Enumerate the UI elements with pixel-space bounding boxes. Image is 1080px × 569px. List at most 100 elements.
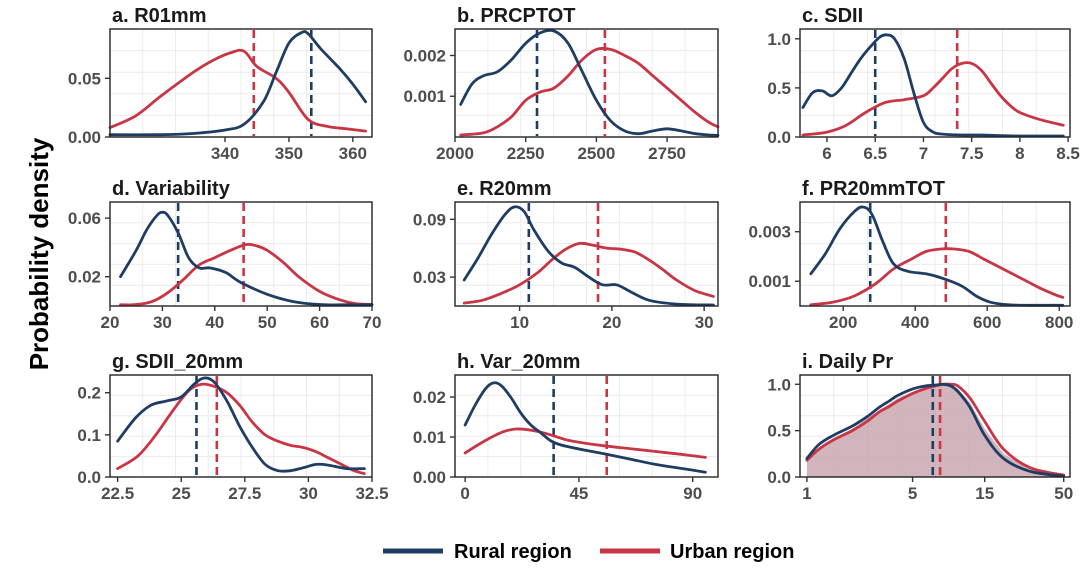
panel-frame [799, 374, 1071, 478]
x-tick-label: 0 [460, 484, 469, 503]
y-tick-label: 0.002 [403, 46, 446, 65]
x-tick-label: 5 [908, 484, 917, 503]
x-tick-label: 30 [299, 484, 318, 503]
panel-8: h. Var_20mm 0 45 90 0.00 0.01 0.02 [413, 351, 719, 503]
panel-title: b. PRCPTOT [457, 5, 576, 27]
panel-title: f. PR20mmTOT [802, 178, 945, 200]
rural-density-curve [459, 28, 720, 137]
panel-frame [454, 28, 719, 138]
panel-9: i. Daily Pr1 5 15 500.00.51.0 [767, 351, 1073, 503]
y-tick-label: 0.09 [413, 210, 446, 229]
urban-density-curve [801, 61, 1065, 137]
panel-frame [109, 28, 373, 138]
x-tick-label: 27.5 [228, 484, 261, 503]
y-tick-label: 0.5 [767, 422, 791, 441]
urban-density-curve [462, 241, 715, 305]
y-tick-label: 1.0 [767, 30, 791, 49]
y-tick-label: 0.01 [413, 428, 446, 447]
x-tick-label: 600 [973, 313, 1001, 332]
y-tick-label: 0.1 [77, 426, 101, 445]
urban-density-curve [459, 46, 720, 137]
rural-density-curve [801, 33, 1065, 138]
panel-7: g. SDII_20mm 22.5 25 27.5 30 32.5 0.0 0.1 0.2 [77, 351, 388, 503]
x-tick-label: 400 [901, 313, 929, 332]
panel-6: f. PR20mmTOT 200 400 600 800 0.001 0.003 [748, 178, 1073, 332]
x-tick-label: 70 [363, 313, 382, 332]
x-tick-label: 50 [258, 313, 277, 332]
legend-urban-label: Urban region [670, 541, 794, 563]
y-tick-label: 1.0 [767, 375, 791, 394]
y-tick-label: 0.5 [767, 79, 791, 98]
panel-3: c. SDII 6 6.5 7 7.5 8 8.5 0.0 0.5 1.0 [767, 5, 1080, 163]
panel-frame [109, 374, 373, 478]
x-tick-label: 20 [101, 313, 120, 332]
urban-density-curve [809, 247, 1065, 307]
x-tick-label: 15 [975, 484, 994, 503]
urban-density-curve [108, 48, 367, 133]
rural-density-curve [463, 381, 707, 474]
panel-1: a. R01mm 340 350 360 0.00 0.05 [68, 5, 373, 163]
x-tick-label: 2250 [507, 144, 545, 163]
x-tick-label: 8 [1015, 144, 1024, 163]
y-tick-label: 0.02 [413, 388, 446, 407]
x-tick-label: 45 [569, 484, 588, 503]
urban-density-curve [116, 382, 366, 475]
x-tick-label: 340 [211, 144, 239, 163]
x-tick-label: 6 [822, 144, 831, 163]
panel-frame [109, 201, 373, 307]
y-tick-label: 0.0 [767, 128, 791, 147]
x-tick-label: 8.5 [1056, 144, 1080, 163]
panel-title: a. R01mm [112, 5, 207, 27]
x-tick-label: 2000 [436, 144, 474, 163]
y-tick-label: 0.05 [68, 69, 101, 88]
urban-density-curve [463, 427, 707, 459]
rural-density-curve [809, 205, 1065, 307]
x-tick-label: 22.5 [101, 484, 134, 503]
rural-density-curve [462, 205, 715, 307]
panel-title: i. Daily Pr [802, 351, 893, 373]
y-tick-label: 0.001 [748, 272, 791, 291]
x-tick-label: 7 [919, 144, 928, 163]
x-tick-label: 6.5 [863, 144, 887, 163]
urban-density-curve [805, 382, 1066, 477]
y-tick-label: 0.06 [68, 209, 101, 228]
panel-4: d. Variability 20 30 40 50 60 70 0.02 0.06 [68, 178, 382, 332]
legend: Rural region Urban region [383, 541, 794, 563]
rural-density-curve [116, 376, 366, 473]
rural-density-curve [805, 382, 1066, 478]
panel-2: b. PRCPTOT 2000 2250 2500 2750 0.001 0.002 [403, 5, 720, 163]
y-tick-label: 0.0 [77, 468, 101, 487]
panel-title: e. R20mm [457, 178, 552, 200]
y-axis-label: Probability density [24, 137, 54, 370]
y-tick-label: 0.00 [68, 128, 101, 147]
panel-title: h. Var_20mm [457, 351, 580, 373]
y-tick-label: 0.02 [68, 268, 101, 287]
y-tick-label: 0.001 [403, 87, 446, 106]
x-tick-label: 2750 [648, 144, 686, 163]
y-tick-label: 0.0 [767, 468, 791, 487]
x-tick-label: 32.5 [355, 484, 388, 503]
rural-density-curve [108, 30, 367, 137]
y-tick-label: 0.03 [413, 268, 446, 287]
x-tick-label: 10 [510, 313, 529, 332]
x-tick-label: 30 [695, 313, 714, 332]
x-tick-label: 90 [683, 484, 702, 503]
x-tick-label: 800 [1045, 313, 1073, 332]
panel-title: d. Variability [112, 178, 231, 200]
panel-5: e. R20mm 10 20 30 0.03 0.09 [413, 178, 719, 332]
x-tick-label: 25 [172, 484, 191, 503]
x-tick-label: 200 [829, 313, 857, 332]
x-tick-label: 350 [275, 144, 303, 163]
panel-frame [799, 28, 1071, 138]
panel-frame [799, 201, 1071, 307]
y-tick-label: 0.2 [77, 384, 101, 403]
x-tick-label: 360 [339, 144, 367, 163]
panel-frame [454, 201, 719, 307]
panel-frame [454, 374, 719, 478]
x-tick-label: 1 [802, 484, 811, 503]
x-tick-label: 7.5 [960, 144, 984, 163]
y-tick-label: 0.003 [748, 223, 791, 242]
x-tick-label: 2500 [577, 144, 615, 163]
